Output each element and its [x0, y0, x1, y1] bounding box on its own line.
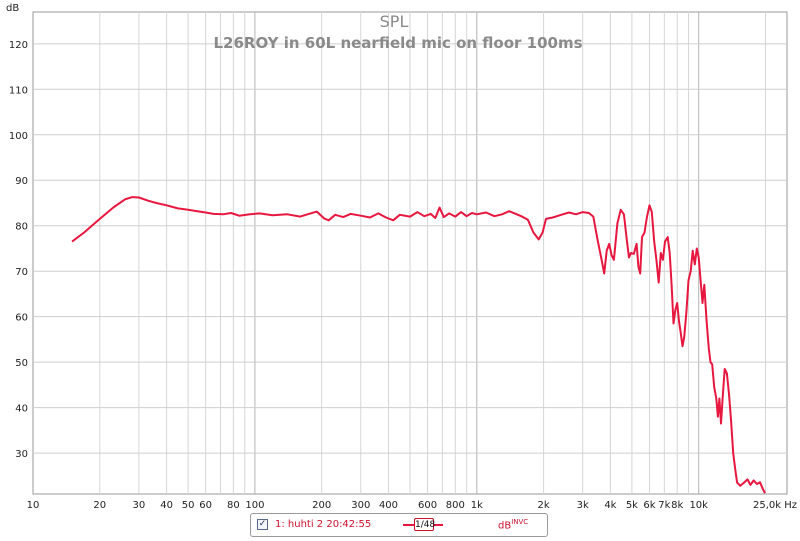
x-tick-label-19: 7k [658, 500, 670, 511]
grid [33, 12, 787, 494]
series-layer [71, 196, 766, 494]
x-tick-label-4: 50 [182, 500, 195, 511]
x-tick-label-13: 1k [471, 500, 483, 511]
legend-unit[interactable]: dBINVC [498, 518, 528, 531]
y-tick-label-80: 80 [15, 222, 28, 233]
legend-checkbox[interactable]: ✓ [257, 519, 268, 530]
x-tick-label-0: 10 [27, 500, 40, 511]
series-line-0 [71, 196, 766, 494]
y-axis-unit: dB [6, 3, 19, 14]
y-tick-label-120: 120 [9, 40, 28, 51]
x-tick-label-21: 10k [689, 500, 708, 511]
x-tick-label-15: 3k [577, 500, 589, 511]
smoothing-indicator[interactable]: 1/48 [414, 518, 436, 531]
y-tick-label-100: 100 [9, 131, 28, 142]
legend-unit-label: dB [498, 520, 512, 532]
x-axis-ticks: 10 20 30 40 50 60 80 100 200 300 400 600 800 1k 2k 3k 4k… [27, 500, 797, 511]
x-tick-label-9: 300 [351, 500, 370, 511]
x-tick-label-5: 60 [199, 500, 212, 511]
x-tick-label-16: 4k [604, 500, 616, 511]
y-tick-label-70: 70 [15, 267, 28, 278]
legend: ✓ 1: huhti 2 20:42:55 1/48 dBINVC [250, 513, 548, 537]
y-tick-label-60: 60 [15, 313, 28, 324]
chart-title: SPL [380, 12, 409, 31]
x-tick-label-20: 8k [671, 500, 683, 511]
x-tick-label-10: 400 [379, 500, 398, 511]
legend-unit-suffix: INVC [511, 518, 529, 526]
x-tick-label-17: 5k [626, 500, 638, 511]
x-tick-label-18: 6k [643, 500, 655, 511]
x-tick-label-2: 30 [133, 500, 146, 511]
x-tick-label-1: 20 [93, 500, 106, 511]
x-tick-label-3: 40 [160, 500, 173, 511]
y-tick-label-90: 90 [15, 176, 28, 187]
y-tick-label-40: 40 [15, 404, 28, 415]
x-tick-label-6: 80 [227, 500, 240, 511]
legend-entry-label[interactable]: 1: huhti 2 20:42:55 [275, 519, 372, 530]
chart-subtitle: L26ROY in 60L nearfield mic on floor 100… [213, 34, 582, 52]
y-axis-ticks: 30 40 50 60 70 80 90 100 110 120 [9, 40, 28, 460]
x-tick-label-12: 800 [446, 500, 465, 511]
y-tick-label-30: 30 [15, 449, 28, 460]
x-tick-label-11: 600 [418, 500, 437, 511]
x-tick-label-22: 25,0k Hz [753, 500, 797, 511]
smoothing-denominator: 48 [423, 520, 436, 530]
y-tick-label-50: 50 [15, 358, 28, 369]
x-tick-label-8: 200 [312, 500, 331, 511]
y-tick-label-110: 110 [9, 85, 28, 96]
x-tick-label-7: 100 [245, 500, 264, 511]
smoothing-numerator: 1 [415, 520, 421, 530]
x-tick-label-14: 2k [538, 500, 550, 511]
